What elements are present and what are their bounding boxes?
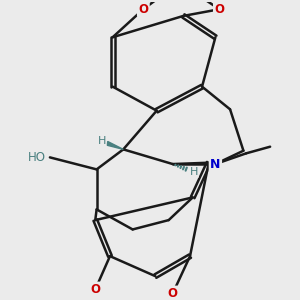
Text: O: O (214, 3, 224, 16)
Text: O: O (90, 283, 100, 296)
Text: O: O (168, 287, 178, 300)
Text: O: O (138, 3, 148, 16)
Text: N: N (210, 158, 220, 170)
Text: H: H (190, 167, 198, 177)
Polygon shape (106, 142, 123, 149)
Text: HO: HO (28, 151, 46, 164)
Text: H: H (98, 136, 106, 146)
